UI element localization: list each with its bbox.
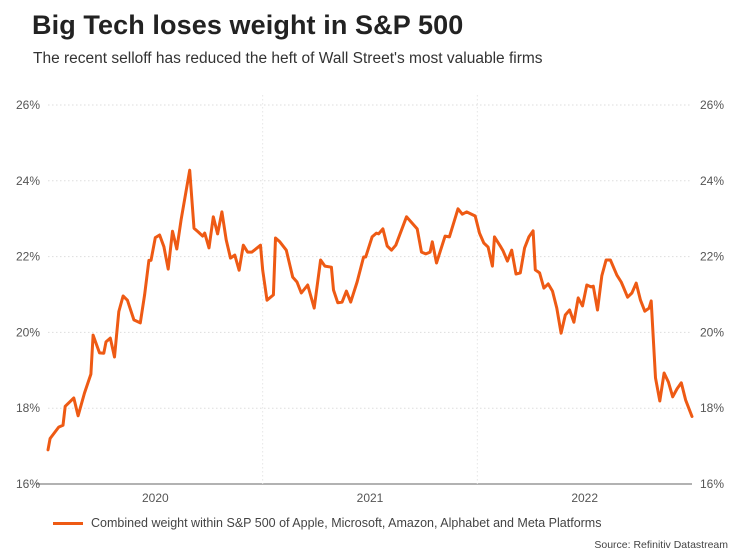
chart-subtitle: The recent selloff has reduced the heft …: [33, 50, 543, 67]
legend-swatch: [53, 521, 83, 525]
legend-label: Combined weight within S&P 500 of Apple,…: [91, 516, 602, 530]
y-tick-label-right: 24%: [700, 174, 724, 188]
source-note: Source: Refinitiv Datastream: [594, 539, 728, 551]
y-tick-label-left: 26%: [16, 98, 40, 112]
chart-title: Big Tech loses weight in S&P 500: [32, 10, 464, 40]
y-tick-label-right: 22%: [700, 250, 724, 264]
y-tick-label-left: 24%: [16, 174, 40, 188]
tick-labels: 16% 16% 18% 18% 20% 20% 22% 22% 24% 24% 26% 26% 2020…: [16, 98, 724, 505]
y-tick-label-right: 26%: [700, 98, 724, 112]
series-line: [46, 168, 694, 452]
y-tick-label-right: 20%: [700, 325, 724, 339]
series-layer: [46, 168, 694, 452]
y-tick-label-left: 20%: [16, 325, 40, 339]
y-tick-label-left: 18%: [16, 401, 40, 415]
x-tick-label: 2021: [357, 491, 384, 505]
x-tick-label: 2022: [571, 491, 598, 505]
x-tick-label: 2020: [142, 491, 169, 505]
y-tick-label-right: 18%: [700, 401, 724, 415]
gridlines: [36, 95, 692, 485]
y-tick-label-right: 16%: [700, 477, 724, 491]
y-tick-label-left: 16%: [16, 477, 40, 491]
y-tick-label-left: 22%: [16, 250, 40, 264]
legend: Combined weight within S&P 500 of Apple,…: [53, 516, 601, 530]
